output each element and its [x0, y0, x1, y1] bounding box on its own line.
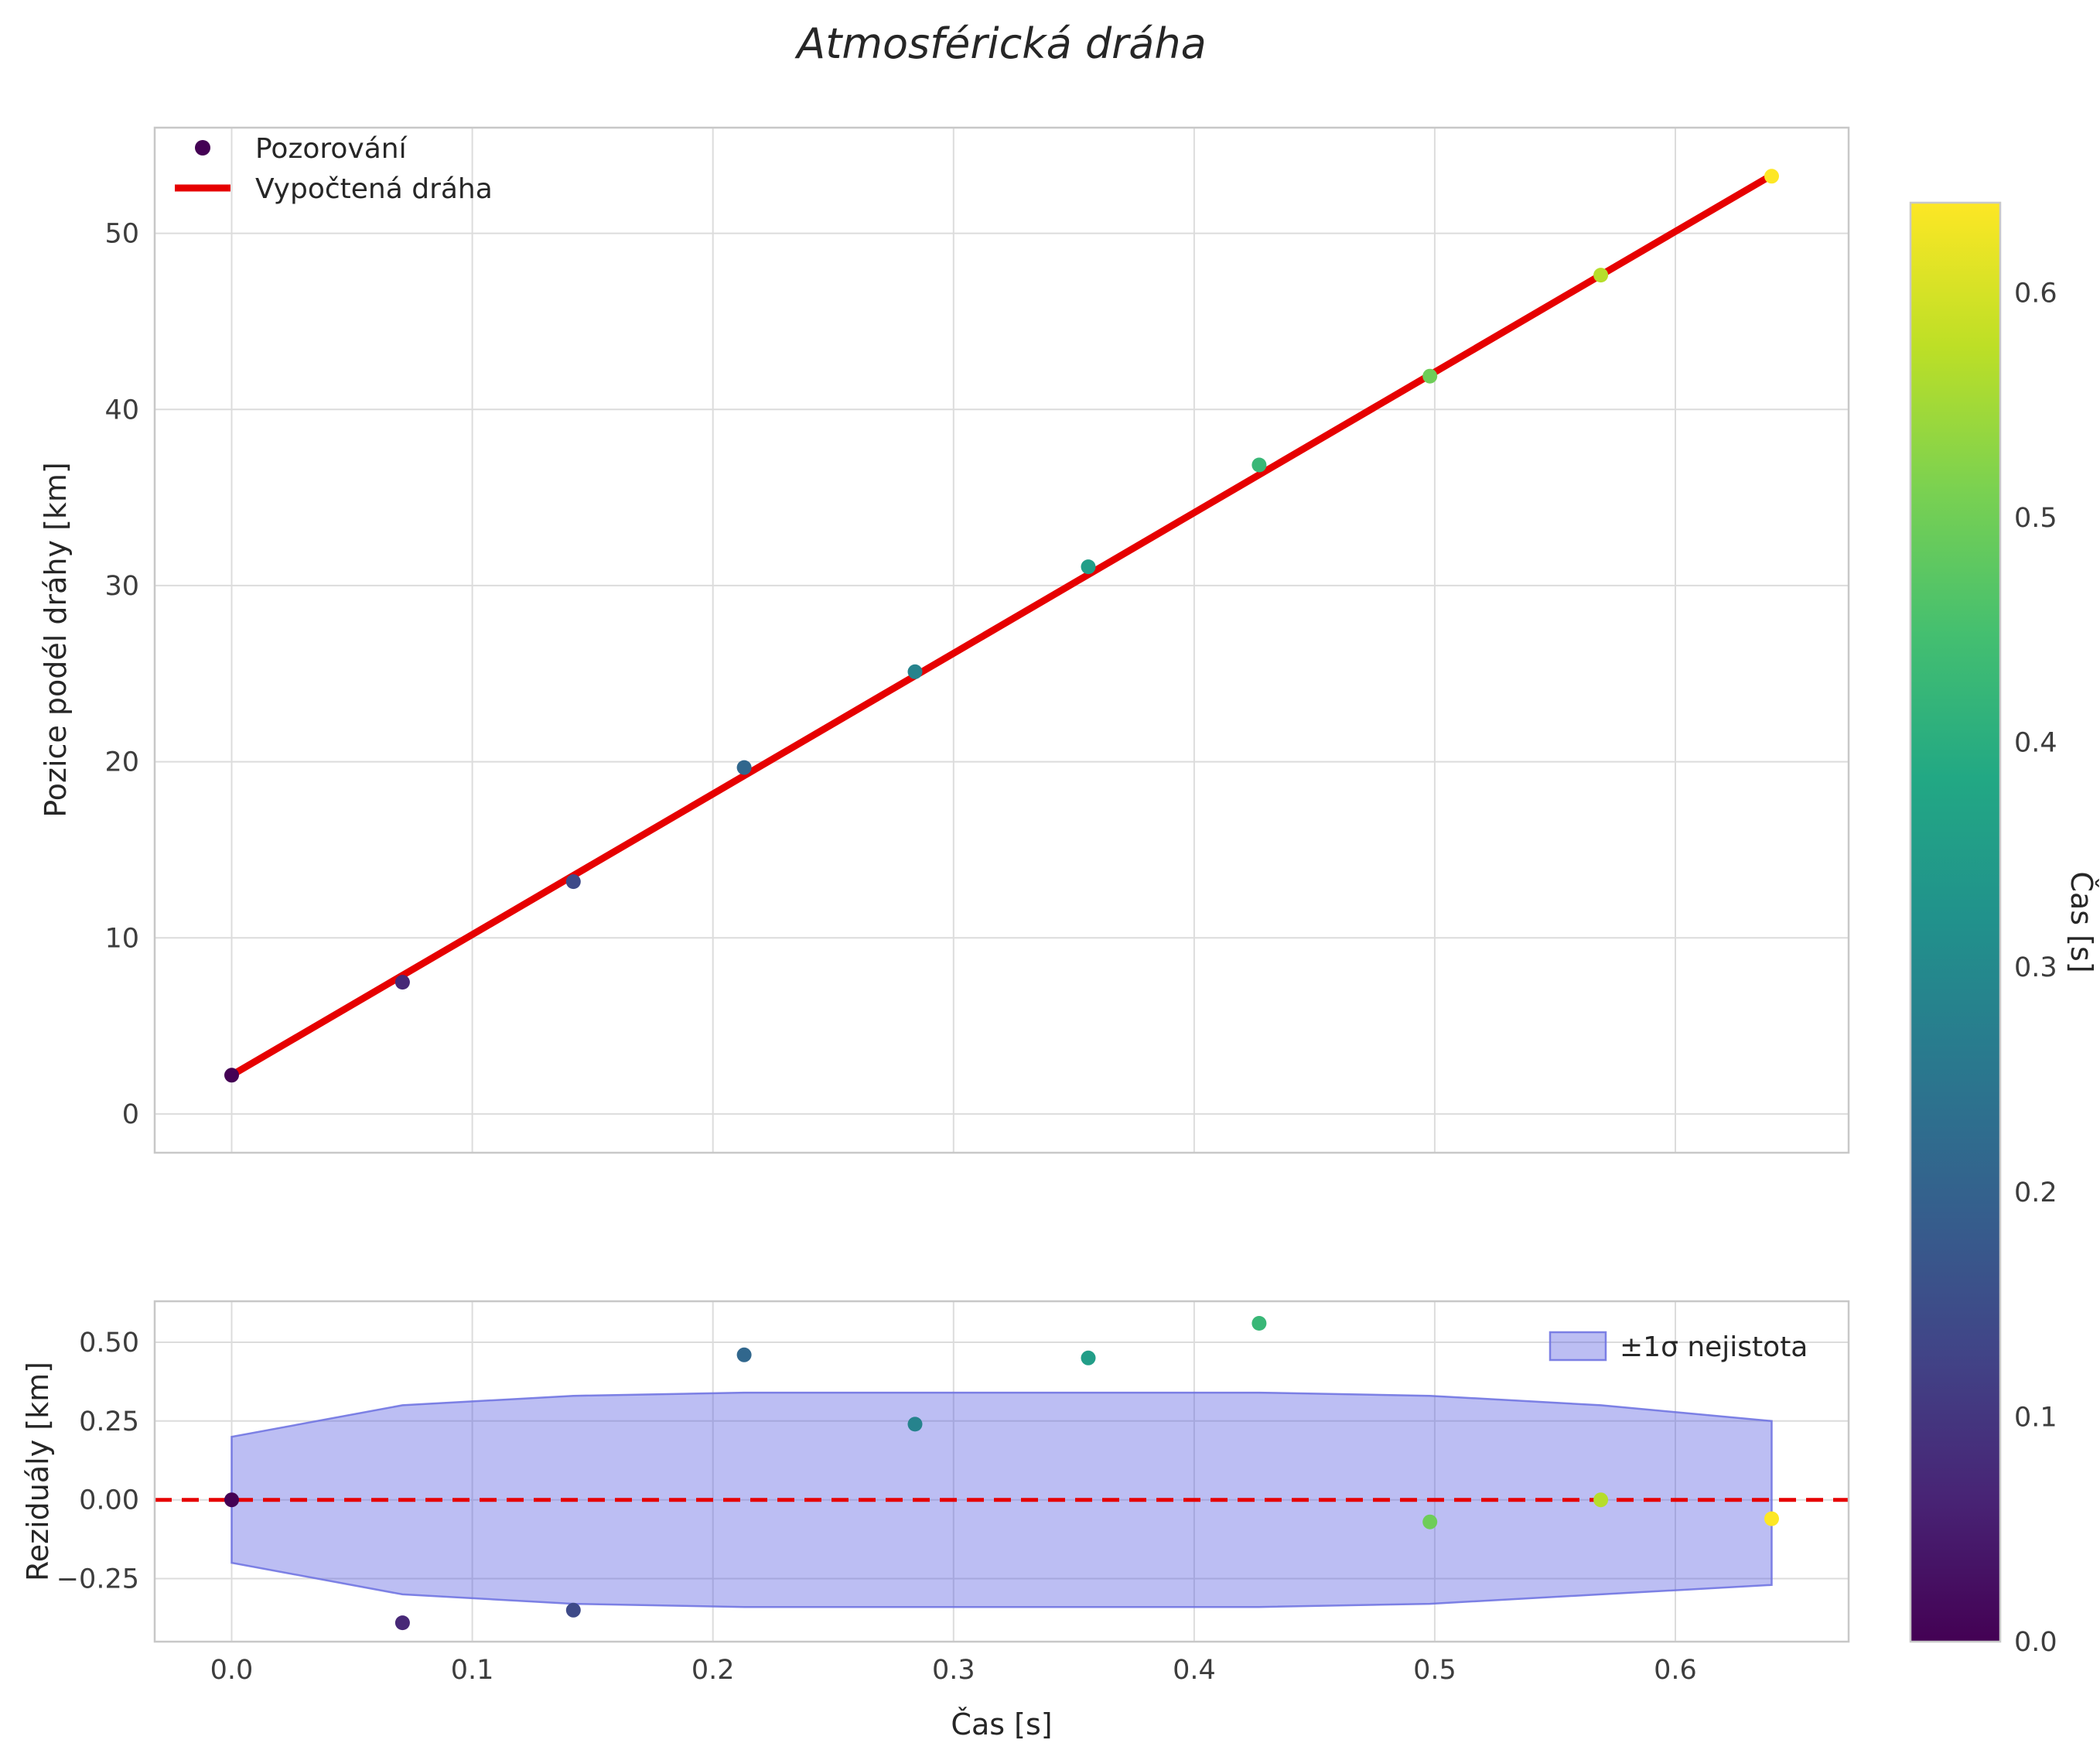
x-tick-label: 0.0: [210, 1655, 254, 1686]
colorbar: 0.0 0.1 0.2 0.3 0.4 0.5 0.6: [1909, 201, 2057, 1658]
top-legend: Pozorování Vypočtená dráha: [175, 133, 493, 205]
top-y-axis-label: Pozice podél dráhy [km]: [39, 462, 73, 818]
colorbar-gradient: [1910, 203, 2000, 1642]
observation-point: [1764, 169, 1779, 184]
residual-point: [224, 1492, 239, 1508]
residual-point: [1251, 1316, 1267, 1331]
residual-point: [1764, 1511, 1779, 1526]
fit-line: [228, 172, 1775, 1079]
y-tick-label: 50: [104, 219, 139, 250]
y-tick-label: −0.25: [56, 1564, 139, 1595]
y-tick-label: 0.25: [79, 1406, 139, 1437]
colorbar-tick-label: 0.5: [2014, 503, 2057, 534]
legend-band-patch-icon: [1549, 1331, 1607, 1362]
x-tick-label: 0.1: [451, 1655, 494, 1686]
y-tick-label: 0: [122, 1099, 139, 1130]
residual-point: [1422, 1514, 1438, 1529]
observation-point: [1081, 559, 1096, 575]
legend-observation-marker-icon: [195, 140, 210, 156]
y-tick-label: 0.50: [79, 1328, 139, 1359]
y-tick-label: 20: [104, 747, 139, 778]
top-axes-border: [153, 126, 1850, 1154]
y-tick-label: 0.00: [79, 1485, 139, 1516]
y-tick-label: 10: [104, 923, 139, 954]
colorbar-tick-label: 0.6: [2014, 278, 2057, 309]
legend-fit-line-label: Vypočtená dráha: [255, 173, 493, 205]
observation-point: [224, 1068, 239, 1083]
x-tick-label: 0.4: [1173, 1655, 1216, 1686]
colorbar-tick-label: 0.2: [2014, 1177, 2057, 1208]
y-tick-label: 40: [104, 395, 139, 425]
colorbar-tick-label: 0.4: [2014, 728, 2057, 759]
observation-point: [1593, 268, 1609, 283]
colorbar-label: Čas [s]: [2064, 871, 2098, 972]
chart-title: Atmosférická dráha: [794, 19, 1206, 68]
legend-observation-label: Pozorování: [255, 133, 408, 165]
bottom-axes-border: [153, 1300, 1850, 1643]
x-tick-label: 0.6: [1654, 1655, 1697, 1686]
observation-point: [736, 760, 752, 775]
residual-point: [1081, 1350, 1096, 1365]
top-plot-axes: 0 10 20 30 40 50: [104, 126, 1850, 1154]
bottom-plot-axes: 0.0 0.1 0.2 0.3 0.4 0.5 0.6 −0.25 0.00 0.25 0.50: [56, 1300, 1850, 1686]
colorbar-tick-label: 0.1: [2014, 1402, 2057, 1433]
x-tick-label: 0.2: [691, 1655, 735, 1686]
bottom-legend: ±1σ nejistota: [1549, 1331, 1808, 1363]
x-tick-label: 0.5: [1413, 1655, 1456, 1686]
observation-point: [1422, 368, 1438, 384]
residual-point: [394, 1615, 410, 1631]
residual-point: [565, 1602, 581, 1618]
y-tick-label: 30: [104, 571, 139, 602]
residual-point: [736, 1347, 752, 1362]
bottom-y-axis-label: Reziduály [km]: [21, 1362, 55, 1581]
x-axis-label: Čas [s]: [951, 1707, 1052, 1741]
x-tick-label: 0.3: [932, 1655, 975, 1686]
colorbar-tick-label: 0.3: [2014, 952, 2057, 983]
observation-point: [394, 975, 410, 990]
observation-point: [565, 874, 581, 890]
legend-band-label: ±1σ nejistota: [1620, 1331, 1808, 1363]
observation-point: [1251, 457, 1267, 473]
residual-point: [1593, 1492, 1609, 1508]
observation-point: [907, 664, 923, 679]
colorbar-tick-label: 0.0: [2014, 1627, 2057, 1658]
residual-point: [907, 1417, 923, 1432]
colorbar-border: [1909, 201, 2002, 1643]
